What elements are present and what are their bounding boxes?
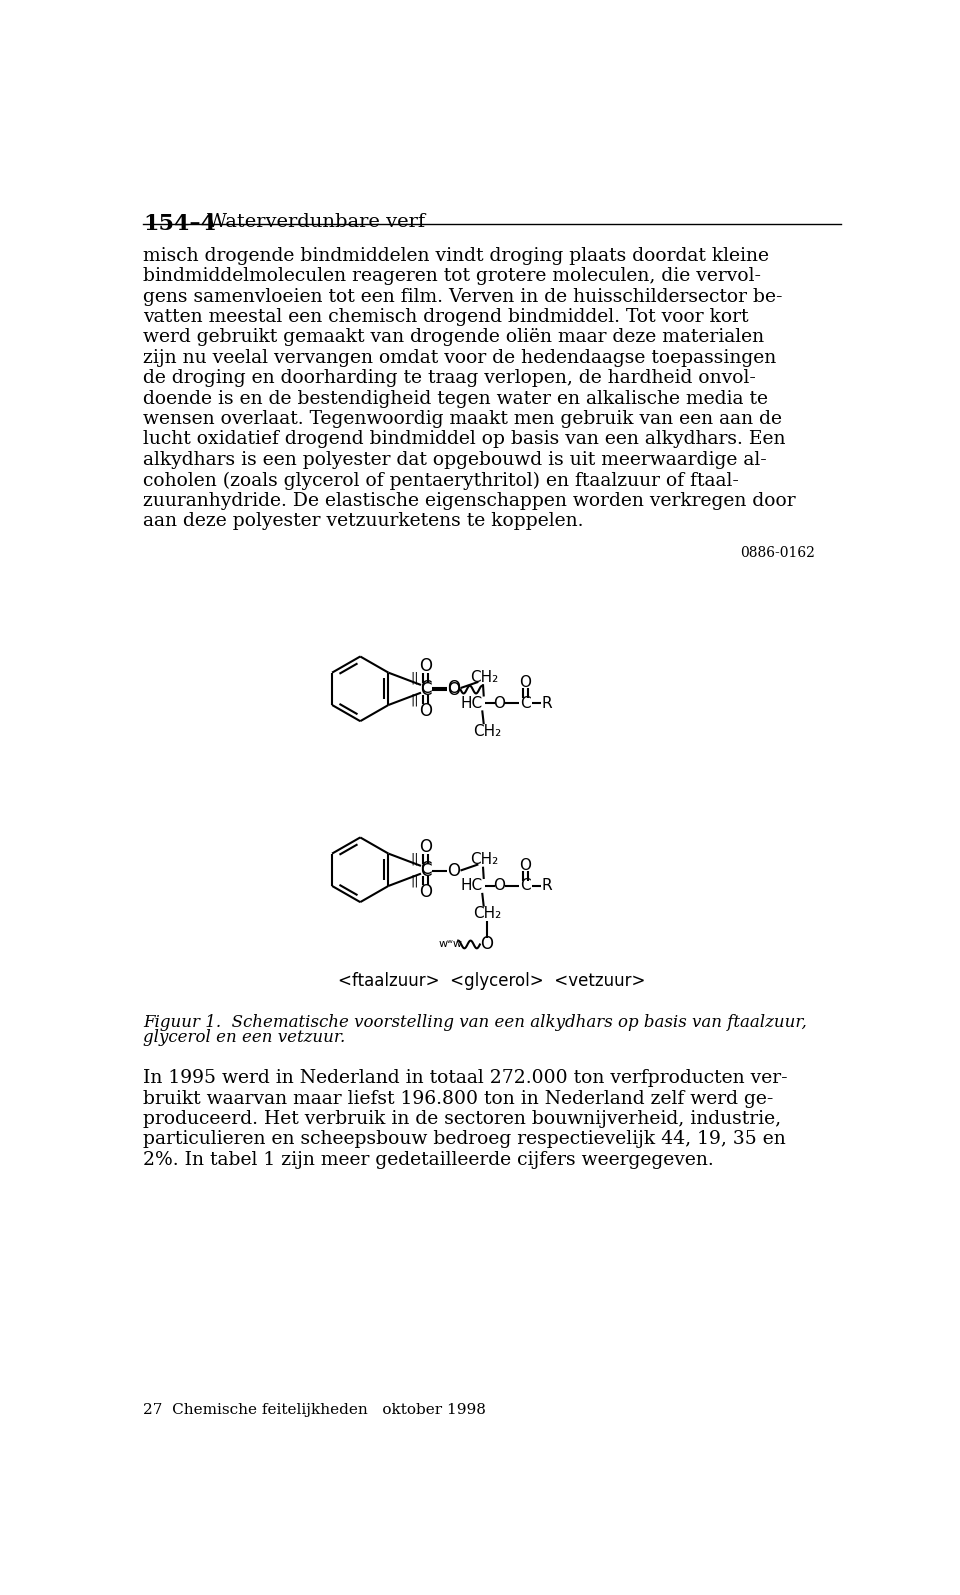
Text: O: O xyxy=(420,839,432,857)
Text: O: O xyxy=(420,884,432,901)
Text: produceerd. Het verbruik in de sectoren bouwnijverheid, industrie,: produceerd. Het verbruik in de sectoren … xyxy=(143,1110,781,1128)
Text: O: O xyxy=(447,861,460,879)
Text: R: R xyxy=(541,879,552,893)
Text: O: O xyxy=(493,695,505,711)
Text: zuuranhydride. De elastische eigenschappen worden verkregen door: zuuranhydride. De elastische eigenschapp… xyxy=(143,491,796,510)
Text: O: O xyxy=(420,702,432,721)
Text: HC: HC xyxy=(460,879,482,893)
Text: gens samenvloeien tot een film. Verven in de huisschildersector be-: gens samenvloeien tot een film. Verven i… xyxy=(143,287,782,306)
Text: O: O xyxy=(519,858,532,872)
Text: O: O xyxy=(420,657,432,676)
Text: C: C xyxy=(520,695,531,711)
Text: alkydhars is een polyester dat opgebouwd is uit meerwaardige al-: alkydhars is een polyester dat opgebouwd… xyxy=(143,451,767,469)
Text: ||: || xyxy=(411,694,419,707)
Text: HC: HC xyxy=(460,695,482,711)
Text: 154–4: 154–4 xyxy=(143,214,216,234)
Text: de droging en doorharding te traag verlopen, de hardheid onvol-: de droging en doorharding te traag verlo… xyxy=(143,370,756,388)
Text: R: R xyxy=(541,695,552,711)
Text: 27  Chemische feitelijkheden   oktober 1998: 27 Chemische feitelijkheden oktober 1998 xyxy=(143,1404,486,1418)
Text: <ftaalzuur>  <glycerol>  <vetzuur>: <ftaalzuur> <glycerol> <vetzuur> xyxy=(338,973,646,990)
Text: glycerol en een vetzuur.: glycerol en een vetzuur. xyxy=(143,1029,346,1046)
Text: C: C xyxy=(420,679,431,697)
Text: CH₂: CH₂ xyxy=(472,906,501,922)
Text: O: O xyxy=(480,935,493,954)
Text: O: O xyxy=(447,681,460,699)
Text: Figuur 1.  Schematische voorstelling van een alkydhars op basis van ftaalzuur,: Figuur 1. Schematische voorstelling van … xyxy=(143,1014,807,1030)
Text: vatten meestal een chemisch drogend bindmiddel. Tot voor kort: vatten meestal een chemisch drogend bind… xyxy=(143,308,749,325)
Text: wensen overlaat. Tegenwoordig maakt men gebruik van een aan de: wensen overlaat. Tegenwoordig maakt men … xyxy=(143,410,782,427)
Text: werd gebruikt gemaakt van drogende oliën maar deze materialen: werd gebruikt gemaakt van drogende oliën… xyxy=(143,329,764,346)
Text: zijn nu veelal vervangen omdat voor de hedendaagse toepassingen: zijn nu veelal vervangen omdat voor de h… xyxy=(143,349,777,367)
Text: In 1995 werd in Nederland in totaal 272.000 ton verfproducten ver-: In 1995 werd in Nederland in totaal 272.… xyxy=(143,1069,788,1088)
Text: C: C xyxy=(420,861,431,879)
Text: C: C xyxy=(420,860,431,877)
Text: Waterverdunbare verf: Waterverdunbare verf xyxy=(206,214,425,231)
Text: C: C xyxy=(420,681,431,699)
Text: particulieren en scheepsbouw bedroeg respectievelijk 44, 19, 35 en: particulieren en scheepsbouw bedroeg res… xyxy=(143,1131,786,1148)
Text: aan deze polyester vetzuurketens te koppelen.: aan deze polyester vetzuurketens te kopp… xyxy=(143,512,584,530)
Text: lucht oxidatief drogend bindmiddel op basis van een alkydhars. Een: lucht oxidatief drogend bindmiddel op ba… xyxy=(143,431,785,448)
Text: CH₂: CH₂ xyxy=(470,670,498,684)
Text: O: O xyxy=(493,879,505,893)
Text: ||: || xyxy=(411,852,419,866)
Text: CH₂: CH₂ xyxy=(472,724,501,738)
Text: ||: || xyxy=(411,671,419,684)
Text: O: O xyxy=(519,675,532,691)
Text: C: C xyxy=(520,879,531,893)
Text: 0886-0162: 0886-0162 xyxy=(740,547,815,560)
Text: ||: || xyxy=(411,874,419,887)
Text: bindmiddelmoleculen reageren tot grotere moleculen, die vervol-: bindmiddelmoleculen reageren tot grotere… xyxy=(143,268,761,286)
Text: O: O xyxy=(447,679,460,697)
Text: misch drogende bindmiddelen vindt droging plaats doordat kleine: misch drogende bindmiddelen vindt drogin… xyxy=(143,247,769,265)
Text: wʷw: wʷw xyxy=(439,939,463,949)
Text: coholen (zoals glycerol of pentaerythritol) en ftaalzuur of ftaal-: coholen (zoals glycerol of pentaerythrit… xyxy=(143,471,739,490)
Text: bruikt waarvan maar liefst 196.800 ton in Nederland zelf werd ge-: bruikt waarvan maar liefst 196.800 ton i… xyxy=(143,1089,774,1107)
Text: CH₂: CH₂ xyxy=(470,852,498,868)
Text: 2%. In tabel 1 zijn meer gedetailleerde cijfers weergegeven.: 2%. In tabel 1 zijn meer gedetailleerde … xyxy=(143,1152,714,1169)
Text: doende is en de bestendigheid tegen water en alkalische media te: doende is en de bestendigheid tegen wate… xyxy=(143,389,768,408)
